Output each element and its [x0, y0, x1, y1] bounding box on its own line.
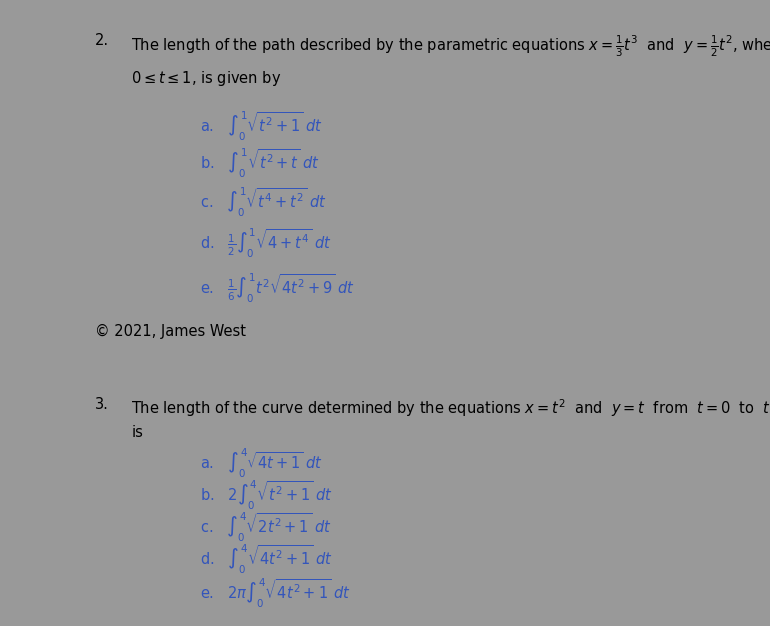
Text: c.   $\int_0^1 \sqrt{t^4+t^2}\; dt$: c. $\int_0^1 \sqrt{t^4+t^2}\; dt$	[200, 185, 327, 218]
Text: b.   $\int_0^1 \sqrt{t^2+t}\; dt$: b. $\int_0^1 \sqrt{t^2+t}\; dt$	[200, 146, 320, 180]
Text: a.   $\int_0^1 \sqrt{t^2+1}\; dt$: a. $\int_0^1 \sqrt{t^2+1}\; dt$	[200, 110, 323, 143]
Text: 3.: 3.	[95, 398, 109, 413]
Text: e.   $\frac{1}{6}\int_0^1 t^2\sqrt{4t^2+9}\; dt$: e. $\frac{1}{6}\int_0^1 t^2\sqrt{4t^2+9}…	[200, 271, 355, 305]
Text: d.   $\frac{1}{2}\int_0^1 \sqrt{4+t^4}\; dt$: d. $\frac{1}{2}\int_0^1 \sqrt{4+t^4}\; d…	[200, 226, 332, 260]
Text: d.   $\int_0^4 \sqrt{4t^2+1}\; dt$: d. $\int_0^4 \sqrt{4t^2+1}\; dt$	[200, 543, 333, 576]
Text: a.   $\int_0^4 \sqrt{4t+1}\; dt$: a. $\int_0^4 \sqrt{4t+1}\; dt$	[200, 446, 323, 480]
Text: $0 \leq t \leq 1$, is given by: $0 \leq t \leq 1$, is given by	[131, 69, 282, 88]
Text: The length of the curve determined by the equations $x = t^2$  and  $y = t$  fro: The length of the curve determined by th…	[131, 398, 770, 419]
Text: © 2021, James West: © 2021, James West	[95, 324, 246, 339]
Text: c.   $\int_0^4 \sqrt{2t^2+1}\; dt$: c. $\int_0^4 \sqrt{2t^2+1}\; dt$	[200, 510, 332, 543]
Text: The length of the path described by the parametric equations $x = \frac{1}{3}t^3: The length of the path described by the …	[131, 33, 770, 59]
Text: e.   $2\pi\int_0^4 \sqrt{4t^2+1}\; dt$: e. $2\pi\int_0^4 \sqrt{4t^2+1}\; dt$	[200, 577, 351, 610]
Text: is: is	[131, 425, 143, 440]
Text: b.   $2\int_0^4 \sqrt{t^2+1}\; dt$: b. $2\int_0^4 \sqrt{t^2+1}\; dt$	[200, 478, 333, 512]
Text: 2.: 2.	[95, 33, 109, 48]
